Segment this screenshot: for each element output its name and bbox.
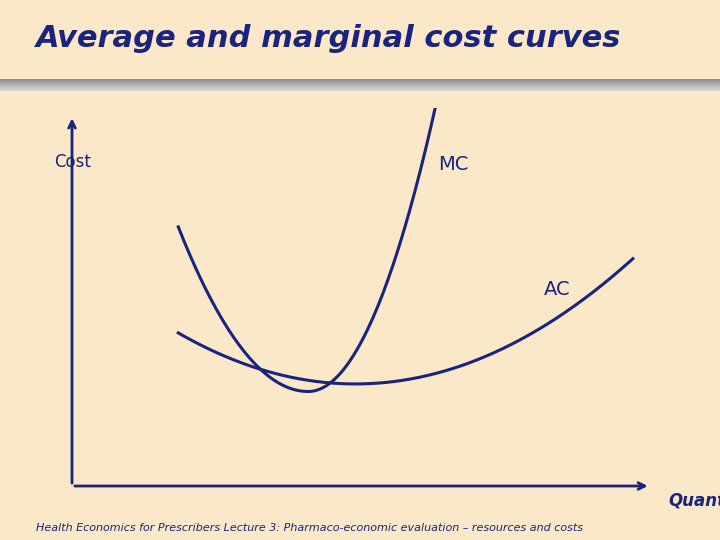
Text: Average and marginal cost curves: Average and marginal cost curves [36,24,621,53]
Text: MC: MC [438,155,469,174]
Text: Quantity: Quantity [668,492,720,510]
Text: AC: AC [544,280,571,299]
Text: Health Economics for Prescribers Lecture 3: Pharmaco-economic evaluation – resou: Health Economics for Prescribers Lecture… [36,523,583,533]
Text: Cost: Cost [54,153,91,171]
